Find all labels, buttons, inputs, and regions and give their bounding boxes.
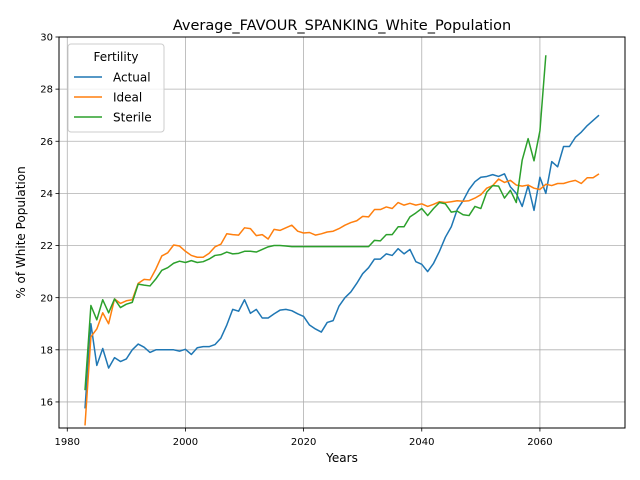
- x-tick-label: 2000: [173, 437, 198, 448]
- legend-label-actual: Actual: [113, 71, 151, 85]
- x-tick-label: 2020: [291, 437, 316, 448]
- y-tick-label: 16: [40, 398, 53, 409]
- series-lines: [84, 55, 600, 426]
- legend-entries: Actual Ideal Sterile: [74, 71, 152, 125]
- y-tick-label: 26: [40, 137, 53, 148]
- x-axis-ticks: 1980 2000 2020 2040 2060: [55, 428, 553, 448]
- legend: Fertility Actual Ideal Sterile: [67, 43, 165, 133]
- legend-label-ideal: Ideal: [113, 91, 142, 105]
- series-line-sterile: [84, 55, 547, 391]
- series-line-actual: [84, 114, 600, 409]
- legend-title: Fertility: [93, 50, 138, 64]
- y-tick-label: 24: [40, 189, 53, 200]
- x-tick-label: 2040: [409, 437, 434, 448]
- chart-title: Average_FAVOUR_SPANKING_White_Population: [173, 18, 511, 34]
- x-tick-label: 1980: [55, 437, 80, 448]
- y-axis-label: % of White Population: [14, 166, 28, 298]
- series-line-ideal: [84, 173, 600, 426]
- y-tick-label: 30: [40, 33, 53, 44]
- y-tick-label: 20: [40, 293, 53, 304]
- legend-box: [67, 43, 165, 133]
- x-axis-label: Years: [325, 451, 358, 465]
- y-axis-ticks: 16 18 20 22 24 26 28 30: [40, 33, 59, 409]
- y-tick-label: 18: [40, 345, 53, 356]
- y-tick-label: 22: [40, 241, 53, 252]
- legend-label-sterile: Sterile: [113, 111, 152, 125]
- y-tick-label: 28: [40, 85, 53, 96]
- plot-frame: [58, 36, 626, 429]
- x-tick-label: 2060: [527, 437, 552, 448]
